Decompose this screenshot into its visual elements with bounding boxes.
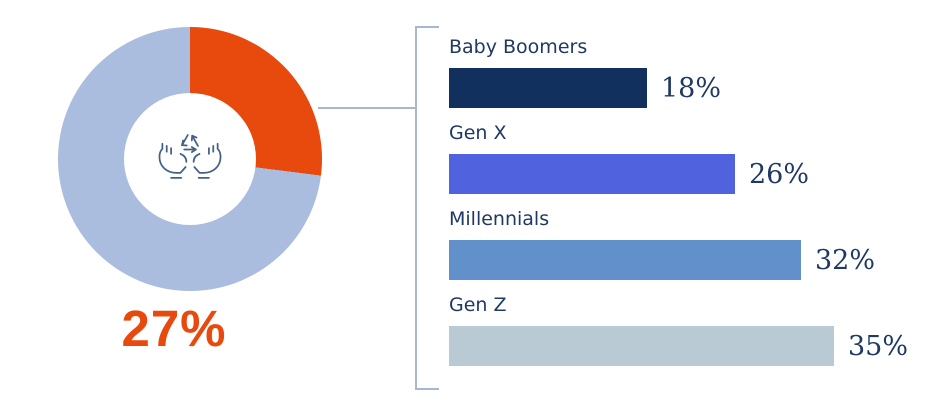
- bar-category-label: Baby Boomers: [449, 36, 588, 58]
- bar-row: Gen X 26%: [449, 122, 809, 194]
- bar-row: Millennials 32%: [449, 208, 875, 280]
- donut-value-label: 27%: [121, 300, 227, 357]
- bar-value-label: 18%: [661, 72, 722, 104]
- bar-category-label: Gen X: [449, 122, 507, 144]
- connector-line: [318, 107, 416, 109]
- hands-holding-recycle-icon: [158, 134, 222, 179]
- bar-value-label: 32%: [815, 244, 876, 276]
- bracket-bottom-tick: [415, 388, 439, 390]
- bracket-top-tick: [415, 26, 439, 28]
- donut-hole: [124, 93, 256, 225]
- bar-rect: [449, 240, 801, 280]
- bar-row: Baby Boomers 18%: [449, 36, 721, 108]
- bar-rect: [449, 326, 834, 366]
- bar-rect: [449, 154, 735, 194]
- bar-row: Gen Z 35%: [449, 294, 908, 366]
- bracket-line: [415, 26, 417, 390]
- bar-category-label: Millennials: [449, 208, 550, 230]
- bar-value-label: 35%: [848, 330, 909, 362]
- donut-chart: [58, 27, 322, 291]
- bar-category-label: Gen Z: [449, 294, 507, 316]
- bar-chart: Baby Boomers 18% Gen X 26% Millennials 32% Gen…: [449, 0, 944, 416]
- bar-rect: [449, 68, 647, 108]
- bar-value-label: 26%: [749, 158, 810, 190]
